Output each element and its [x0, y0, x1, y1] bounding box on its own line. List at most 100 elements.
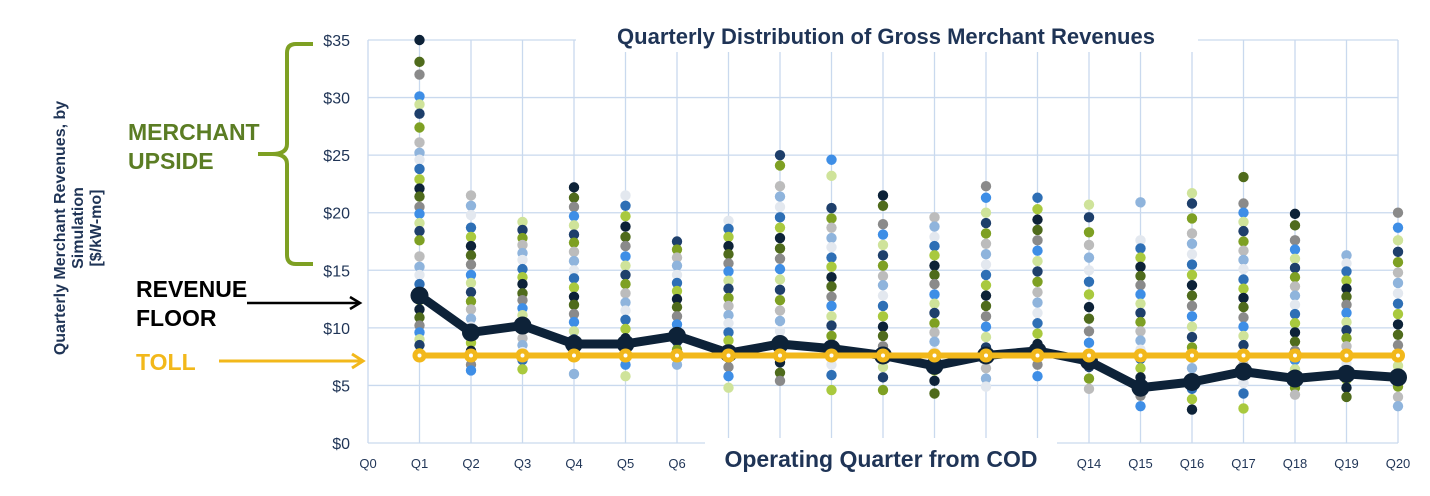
scatter-point — [774, 243, 786, 254]
scatter-point — [723, 309, 734, 321]
scatter-point — [568, 192, 580, 203]
scatter-point — [774, 284, 786, 296]
scatter-point — [1238, 263, 1249, 275]
scatter-point — [671, 285, 683, 297]
scatter-point — [774, 212, 786, 223]
scatter-point — [620, 260, 631, 271]
scatter-point — [929, 388, 940, 399]
scatter-point — [877, 372, 889, 383]
scatter-point — [568, 220, 580, 231]
scatter-point — [620, 221, 631, 232]
scatter-point — [465, 286, 477, 298]
scatter-point — [568, 229, 580, 240]
x-tick-label: Q0 — [359, 456, 376, 471]
scatter-point — [980, 248, 992, 260]
scatter-point — [877, 239, 889, 251]
scatter-point — [414, 225, 425, 237]
scatter-point — [929, 289, 940, 300]
y-tick-label: $10 — [323, 321, 350, 338]
scatter-point — [826, 222, 837, 233]
scatter-point — [465, 259, 477, 270]
scatter-point — [1186, 269, 1198, 281]
x-tick-label: Q17 — [1231, 456, 1256, 471]
merchant-upside-brace — [258, 42, 313, 266]
scatter-point — [1135, 400, 1146, 412]
scatter-point — [1032, 245, 1043, 256]
revenue-floor-point — [565, 334, 583, 353]
scatter-point — [568, 237, 580, 248]
scatter-point — [774, 367, 786, 378]
scatter-point — [1341, 291, 1352, 302]
scatter-point — [414, 235, 425, 246]
scatter-point — [723, 292, 734, 304]
scatter-point — [1083, 373, 1095, 384]
scatter-point — [620, 240, 631, 252]
scatter-point — [1238, 339, 1249, 351]
x-tick-label: Q2 — [462, 456, 479, 471]
scatter-point — [1392, 400, 1404, 412]
scatter-point — [1341, 283, 1352, 294]
scatter-point — [1238, 236, 1249, 247]
scatter-point — [1135, 197, 1146, 208]
title-background — [576, 22, 1198, 52]
scatter-point — [929, 278, 940, 290]
scatter-point — [1392, 277, 1404, 289]
scatter-point — [1289, 389, 1301, 400]
scatter-point — [414, 56, 425, 68]
scatter-point — [414, 91, 425, 102]
scatter-point — [414, 251, 425, 262]
scatter-point — [1135, 335, 1146, 346]
revenue-floor-point — [1183, 372, 1201, 391]
scatter-point — [1238, 254, 1249, 266]
y-tick-label: $35 — [323, 33, 350, 50]
toll-point-center — [572, 353, 576, 358]
scatter-point — [723, 223, 734, 235]
toll-point-center — [623, 353, 628, 358]
scatter-point — [517, 295, 528, 306]
scatter-point — [671, 269, 683, 281]
scatter-point — [929, 327, 940, 338]
scatter-point — [1341, 333, 1352, 344]
scatter-point — [465, 365, 477, 376]
scatter-point — [671, 277, 683, 289]
scatter-point — [1083, 313, 1095, 324]
scatter-point — [1135, 280, 1146, 291]
scatter-point — [1289, 235, 1301, 246]
scatter-point — [1186, 311, 1198, 322]
revenue-floor-line-2: FLOOR — [136, 305, 217, 331]
scatter-point — [929, 212, 940, 223]
scatter-point — [1392, 298, 1404, 309]
scatter-point — [1238, 207, 1249, 218]
scatter-point — [723, 275, 734, 286]
scatter-point — [723, 231, 734, 243]
scatter-point — [414, 312, 425, 323]
scatter-point — [1392, 288, 1404, 299]
scatter-point — [1392, 329, 1404, 340]
scatter-point — [1289, 281, 1301, 292]
scatter-point — [620, 269, 631, 281]
scatter-point — [1135, 362, 1146, 374]
scatter-point — [1341, 316, 1352, 328]
scatter-point — [1289, 220, 1301, 231]
scatter-point — [568, 282, 580, 293]
scatter-point — [1238, 312, 1249, 323]
toll-point-center — [984, 353, 988, 358]
scatter-point — [620, 371, 631, 382]
scatter-point — [1238, 283, 1249, 294]
toll-point-center — [1035, 353, 1040, 358]
scatter-point — [568, 265, 580, 276]
y-tick-label: $5 — [332, 378, 350, 395]
y-axis: $0 $5 $10 $15 $20 $25 $30 $35 — [323, 33, 350, 453]
scatter-point — [929, 240, 940, 252]
scatter-point — [517, 364, 528, 375]
scatter-point — [826, 311, 837, 322]
scatter-point — [1135, 316, 1146, 328]
x-tick-label: Q5 — [617, 456, 634, 471]
x-tick-label: Q15 — [1128, 456, 1153, 471]
scatter-point — [1289, 271, 1301, 283]
scatter-point — [1392, 207, 1404, 218]
scatter-point — [620, 251, 631, 262]
merchant-upside-line-1: MERCHANT — [128, 119, 260, 145]
revenue-floor-point — [668, 326, 686, 345]
scatter-point — [826, 291, 837, 302]
